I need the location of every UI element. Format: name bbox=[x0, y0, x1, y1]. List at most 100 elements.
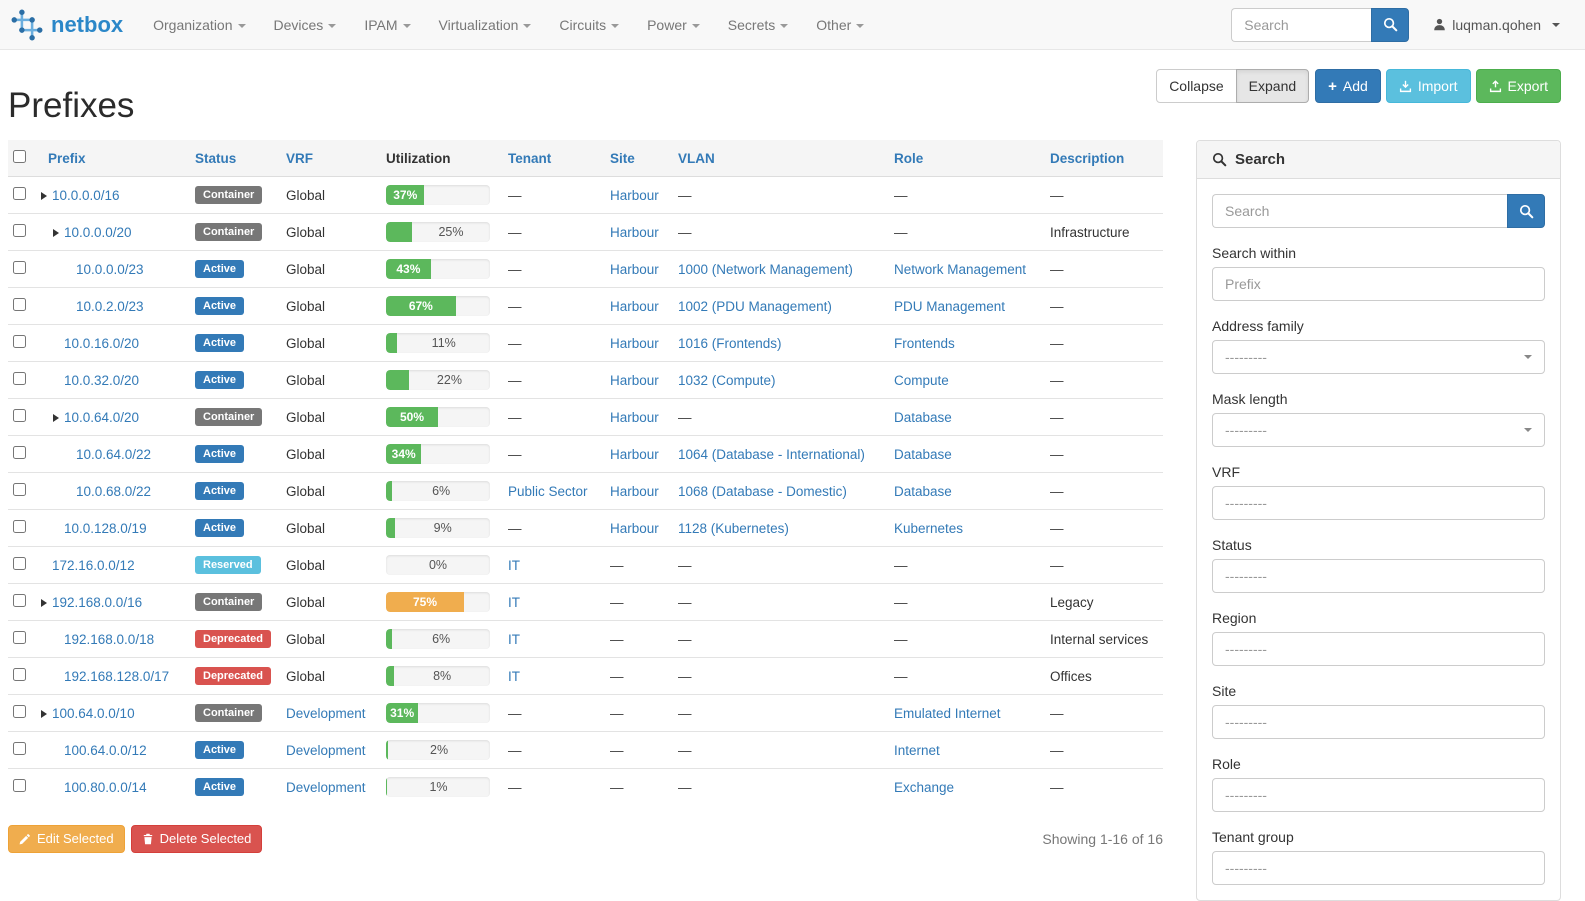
expand-children-icon[interactable] bbox=[41, 598, 47, 607]
filter-search-within-input[interactable] bbox=[1212, 267, 1545, 301]
prefix-link[interactable]: 10.0.2.0/23 bbox=[76, 298, 144, 314]
nav-menu-ipam[interactable]: IPAM bbox=[350, 0, 424, 50]
row-checkbox[interactable] bbox=[13, 742, 26, 755]
filter-vrf-select[interactable]: --------- bbox=[1212, 486, 1545, 520]
user-menu[interactable]: luqman.qohen bbox=[1433, 17, 1560, 33]
row-checkbox[interactable] bbox=[13, 483, 26, 496]
export-button[interactable]: Export bbox=[1475, 69, 1561, 103]
tenant-link[interactable]: IT bbox=[508, 557, 520, 573]
role-link[interactable]: Exchange bbox=[894, 779, 955, 795]
filter-role-select[interactable]: --------- bbox=[1212, 778, 1545, 812]
expand-children-icon[interactable] bbox=[53, 228, 59, 237]
prefix-link[interactable]: 10.0.0.0/20 bbox=[64, 224, 132, 240]
filter-region-select[interactable]: --------- bbox=[1212, 632, 1545, 666]
row-checkbox[interactable] bbox=[13, 298, 26, 311]
role-link[interactable]: Database bbox=[894, 446, 952, 462]
site-link[interactable]: Harbour bbox=[610, 446, 659, 462]
role-link[interactable]: Compute bbox=[894, 372, 949, 388]
prefix-link[interactable]: 192.168.0.0/16 bbox=[52, 594, 143, 610]
collapse-button[interactable]: Collapse bbox=[1156, 69, 1237, 103]
expand-children-icon[interactable] bbox=[41, 191, 47, 200]
vlan-link[interactable]: 1128 (Kubernetes) bbox=[678, 520, 789, 536]
global-search-button[interactable] bbox=[1371, 7, 1410, 42]
column-header-vrf[interactable]: VRF bbox=[278, 140, 378, 177]
column-header-vlan[interactable]: VLAN bbox=[670, 140, 886, 177]
prefix-link[interactable]: 10.0.64.0/22 bbox=[76, 446, 152, 462]
prefix-link[interactable]: 172.16.0.0/12 bbox=[52, 557, 135, 573]
tenant-link[interactable]: IT bbox=[508, 594, 520, 610]
nav-menu-virtualization[interactable]: Virtualization bbox=[425, 0, 546, 50]
import-button[interactable]: Import bbox=[1385, 69, 1471, 103]
role-link[interactable]: Network Management bbox=[894, 261, 1027, 277]
role-link[interactable]: Internet bbox=[894, 742, 940, 758]
vlan-link[interactable]: 1032 (Compute) bbox=[678, 372, 776, 388]
vlan-link[interactable]: 1000 (Network Management) bbox=[678, 261, 853, 277]
edit-selected-button[interactable]: Edit Selected bbox=[8, 825, 125, 853]
netbox-brand[interactable]: netbox bbox=[10, 8, 123, 42]
site-link[interactable]: Harbour bbox=[610, 224, 659, 240]
tenant-link[interactable]: Public Sector bbox=[508, 483, 588, 499]
vrf-link[interactable]: Development bbox=[286, 705, 366, 721]
site-link[interactable]: Harbour bbox=[610, 372, 659, 388]
column-header-site[interactable]: Site bbox=[602, 140, 670, 177]
role-link[interactable]: Database bbox=[894, 483, 952, 499]
nav-menu-secrets[interactable]: Secrets bbox=[714, 0, 802, 50]
column-header-prefix[interactable]: Prefix bbox=[40, 140, 187, 177]
filter-search-button[interactable] bbox=[1507, 194, 1545, 228]
column-header-description[interactable]: Description bbox=[1042, 140, 1163, 177]
filter-site-select[interactable]: --------- bbox=[1212, 705, 1545, 739]
vlan-link[interactable]: 1016 (Frontends) bbox=[678, 335, 782, 351]
column-header-status[interactable]: Status bbox=[187, 140, 278, 177]
row-checkbox[interactable] bbox=[13, 705, 26, 718]
row-checkbox[interactable] bbox=[13, 372, 26, 385]
prefix-link[interactable]: 192.168.128.0/17 bbox=[64, 668, 170, 684]
vrf-link[interactable]: Development bbox=[286, 779, 366, 795]
row-checkbox[interactable] bbox=[13, 520, 26, 533]
prefix-link[interactable]: 10.0.68.0/22 bbox=[76, 483, 152, 499]
prefix-link[interactable]: 10.0.64.0/20 bbox=[64, 409, 140, 425]
expand-children-icon[interactable] bbox=[53, 413, 59, 422]
row-checkbox[interactable] bbox=[13, 557, 26, 570]
site-link[interactable]: Harbour bbox=[610, 187, 659, 203]
row-checkbox[interactable] bbox=[13, 187, 26, 200]
prefix-link[interactable]: 192.168.0.0/18 bbox=[64, 631, 155, 647]
filter-mask-length-select[interactable]: --------- bbox=[1212, 413, 1545, 447]
prefix-link[interactable]: 10.0.0.0/16 bbox=[52, 187, 120, 203]
prefix-link[interactable]: 100.64.0.0/10 bbox=[52, 705, 135, 721]
vrf-link[interactable]: Development bbox=[286, 742, 366, 758]
add-button[interactable]: + Add bbox=[1315, 69, 1381, 103]
site-link[interactable]: Harbour bbox=[610, 409, 659, 425]
expand-button[interactable]: Expand bbox=[1235, 69, 1310, 103]
vlan-link[interactable]: 1068 (Database - Domestic) bbox=[678, 483, 847, 499]
nav-menu-devices[interactable]: Devices bbox=[260, 0, 351, 50]
row-checkbox[interactable] bbox=[13, 446, 26, 459]
site-link[interactable]: Harbour bbox=[610, 520, 659, 536]
row-checkbox[interactable] bbox=[13, 594, 26, 607]
nav-menu-circuits[interactable]: Circuits bbox=[545, 0, 633, 50]
prefix-link[interactable]: 100.80.0.0/14 bbox=[64, 779, 147, 795]
column-header-tenant[interactable]: Tenant bbox=[500, 140, 602, 177]
vlan-link[interactable]: 1002 (PDU Management) bbox=[678, 298, 832, 314]
nav-menu-organization[interactable]: Organization bbox=[139, 0, 259, 50]
prefix-link[interactable]: 10.0.16.0/20 bbox=[64, 335, 140, 351]
tenant-link[interactable]: IT bbox=[508, 631, 520, 647]
role-link[interactable]: Database bbox=[894, 409, 952, 425]
prefix-link[interactable]: 10.0.32.0/20 bbox=[64, 372, 140, 388]
select-all-checkbox[interactable] bbox=[13, 150, 26, 163]
role-link[interactable]: PDU Management bbox=[894, 298, 1006, 314]
filter-search-input[interactable] bbox=[1212, 194, 1507, 228]
site-link[interactable]: Harbour bbox=[610, 298, 659, 314]
column-header-role[interactable]: Role bbox=[886, 140, 1042, 177]
filter-status-select[interactable]: --------- bbox=[1212, 559, 1545, 593]
row-checkbox[interactable] bbox=[13, 668, 26, 681]
role-link[interactable]: Kubernetes bbox=[894, 520, 964, 536]
site-link[interactable]: Harbour bbox=[610, 335, 659, 351]
tenant-link[interactable]: IT bbox=[508, 668, 520, 684]
role-link[interactable]: Frontends bbox=[894, 335, 955, 351]
role-link[interactable]: Emulated Internet bbox=[894, 705, 1001, 721]
row-checkbox[interactable] bbox=[13, 779, 26, 792]
filter-address-family-select[interactable]: --------- bbox=[1212, 340, 1545, 374]
site-link[interactable]: Harbour bbox=[610, 483, 659, 499]
nav-menu-other[interactable]: Other bbox=[802, 0, 878, 50]
prefix-link[interactable]: 10.0.128.0/19 bbox=[64, 520, 147, 536]
